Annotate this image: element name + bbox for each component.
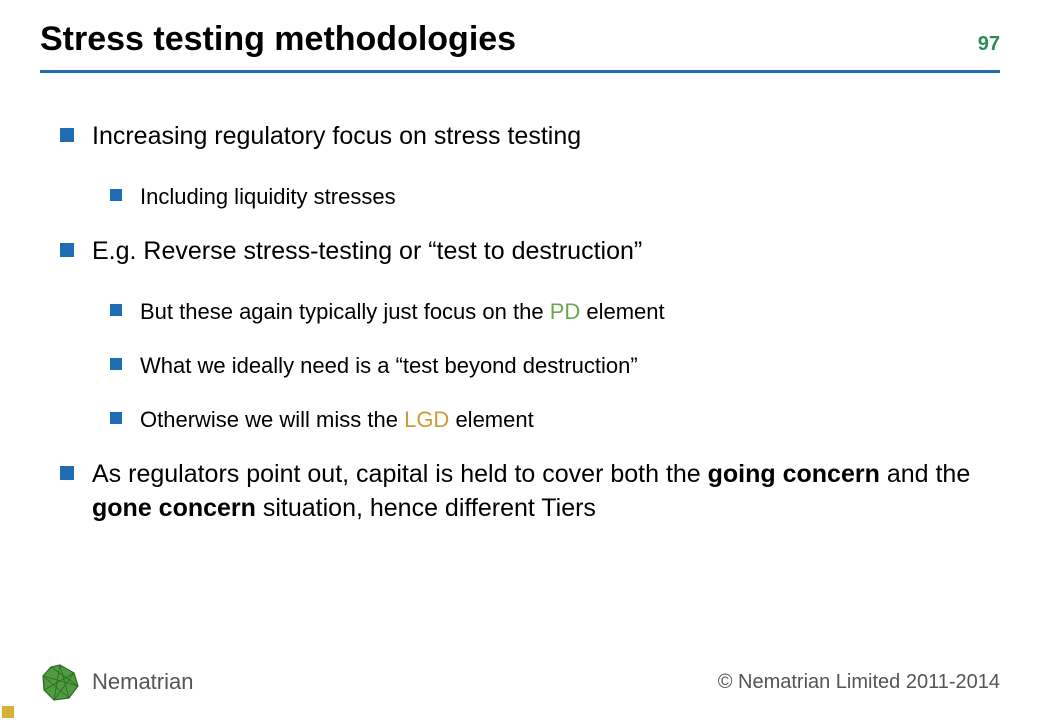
bullet-text: What we ideally need is a “test beyond d…	[140, 351, 980, 381]
bullet-square-icon	[110, 304, 122, 316]
bullet-item: Including liquidity stresses	[110, 182, 980, 212]
text-span: and the	[880, 460, 970, 488]
text-span: situation, hence different Tiers	[256, 494, 596, 522]
bullet-item: Otherwise we will miss the LGD element	[110, 405, 980, 435]
bold-text: gone concern	[92, 494, 256, 522]
bullet-square-icon	[110, 189, 122, 201]
brand-name: Nematrian	[92, 669, 193, 695]
text-span: But these again typically just focus on …	[140, 299, 550, 324]
text-span: element	[449, 407, 533, 432]
bullet-square-icon	[110, 412, 122, 424]
bullet-item: What we ideally need is a “test beyond d…	[110, 351, 980, 381]
bullet-text: But these again typically just focus on …	[140, 297, 980, 327]
bullet-text: As regulators point out, capital is held…	[92, 458, 980, 526]
bullet-square-icon	[60, 243, 74, 257]
bullet-square-icon	[60, 128, 74, 142]
bullet-square-icon	[110, 358, 122, 370]
slide-title: Stress testing methodologies	[40, 20, 516, 59]
bullet-item: E.g. Reverse stress-testing or “test to …	[60, 235, 980, 269]
page-number: 97	[978, 33, 1000, 56]
nematrian-logo-icon	[40, 662, 80, 702]
bullet-item: But these again typically just focus on …	[110, 297, 980, 327]
slide: Stress testing methodologies 97 Increasi…	[0, 0, 1040, 720]
title-row: Stress testing methodologies 97	[40, 20, 1000, 59]
bullet-text: Otherwise we will miss the LGD element	[140, 405, 980, 435]
pd-highlight: PD	[550, 299, 581, 324]
bullet-text: Including liquidity stresses	[140, 182, 980, 212]
bullet-square-icon	[60, 466, 74, 480]
bold-text: going concern	[708, 460, 880, 488]
text-span: As regulators point out, capital is held…	[92, 460, 708, 488]
copyright-text: © Nematrian Limited 2011-2014	[718, 671, 1000, 694]
lgd-highlight: LGD	[404, 407, 449, 432]
bullet-text: Increasing regulatory focus on stress te…	[92, 120, 980, 154]
text-span: Otherwise we will miss the	[140, 407, 404, 432]
title-divider	[40, 70, 1000, 73]
bullet-item: Increasing regulatory focus on stress te…	[60, 120, 980, 154]
corner-square-icon	[2, 706, 14, 718]
bullet-item: As regulators point out, capital is held…	[60, 458, 980, 526]
footer: Nematrian © Nematrian Limited 2011-2014	[40, 662, 1000, 702]
bullet-text: E.g. Reverse stress-testing or “test to …	[92, 235, 980, 269]
text-span: element	[580, 299, 664, 324]
brand: Nematrian	[40, 662, 193, 702]
content-area: Increasing regulatory focus on stress te…	[60, 120, 980, 554]
